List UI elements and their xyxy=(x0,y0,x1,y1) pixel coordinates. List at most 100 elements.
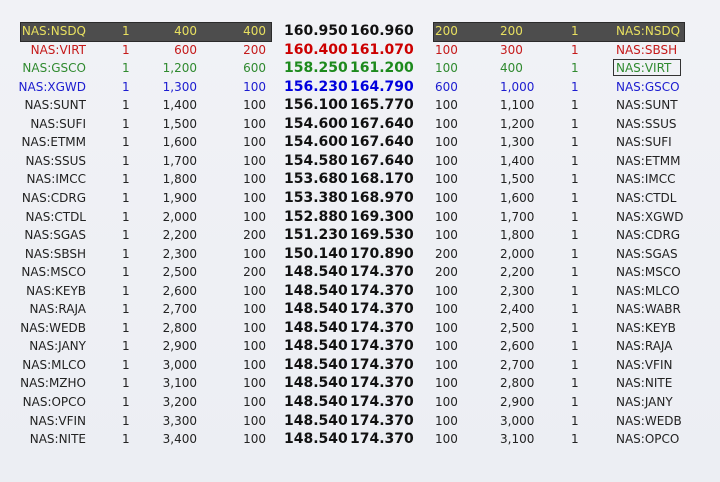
book-row[interactable]: NAS:GSCO 1 1,200 600 158.250 161.200 100 400 1 NA… xyxy=(0,59,720,77)
ask-price: 174.370 xyxy=(350,356,414,373)
book-row[interactable]: NAS:MSCO 1 2,500 200 148.540 174.370 200 2,200 1… xyxy=(0,263,720,281)
book-row[interactable]: NAS:CTDL 1 2,000 100 152.880 169.300 100 1,700 1… xyxy=(0,208,720,226)
bid-cumulative-size: 600 xyxy=(174,42,197,57)
ask-market-maker: NAS:KEYB xyxy=(616,320,676,335)
ask-size: 100 xyxy=(435,432,458,447)
ask-market-maker: NAS:NSDQ xyxy=(616,24,681,38)
book-row[interactable]: NAS:OPCO 1 3,200 100 148.540 174.370 100 2,900 1… xyxy=(0,393,720,411)
ask-market-maker: NAS:SGAS xyxy=(616,246,678,261)
bid-market-maker: NAS:SUNT xyxy=(24,98,86,113)
ask-count: 1 xyxy=(571,283,579,298)
bid-size: 100 xyxy=(243,357,266,372)
book-row[interactable]: NAS:VFIN 1 3,300 100 148.540 174.370 100 3,000 1… xyxy=(0,412,720,430)
bid-size: 100 xyxy=(243,246,266,261)
bid-count: 1 xyxy=(122,228,130,243)
ask-market-maker: NAS:VFIN xyxy=(616,357,673,372)
ask-price: 174.370 xyxy=(350,394,414,410)
ask-market-maker: NAS:ETMM xyxy=(616,153,681,168)
bid-price: 148.540 xyxy=(284,394,348,410)
ask-market-maker: NAS:IMCC xyxy=(616,172,676,187)
ask-cumulative-size: 1,700 xyxy=(500,209,535,224)
bid-size: 100 xyxy=(243,376,266,391)
bid-size: 200 xyxy=(243,42,266,57)
ask-size: 100 xyxy=(435,209,458,224)
ask-size: 100 xyxy=(435,153,458,168)
ask-market-maker: NAS:SUNT xyxy=(616,98,678,113)
ask-cumulative-size: 2,600 xyxy=(500,339,535,354)
book-row[interactable]: NAS:VIRT 1 600 200 160.400 161.070 100 300 1 NAS:… xyxy=(0,41,720,59)
bid-cumulative-size: 3,000 xyxy=(162,357,197,372)
book-row[interactable]: NAS:XGWD 1 1,300 100 156.230 164.790 600 1,000 1… xyxy=(0,78,720,96)
bid-market-maker: NAS:KEYB xyxy=(26,283,86,298)
bid-price: 148.540 xyxy=(284,282,348,299)
ask-market-maker: NAS:CTDL xyxy=(616,190,677,205)
ask-market-maker: NAS:NITE xyxy=(616,376,673,391)
book-row[interactable]: NAS:IMCC 1 1,800 100 153.680 168.170 100 1,500 1… xyxy=(0,170,720,188)
bid-count: 1 xyxy=(122,246,130,261)
ask-market-maker: NAS:SSUS xyxy=(616,116,677,131)
bid-market-maker: NAS:MSCO xyxy=(21,265,86,280)
ask-size: 100 xyxy=(435,42,458,57)
bid-cumulative-size: 1,400 xyxy=(162,98,197,113)
book-row[interactable]: NAS:RAJA 1 2,700 100 148.540 174.370 100 2,400 1… xyxy=(0,300,720,318)
bid-count: 1 xyxy=(122,190,130,205)
book-row[interactable]: NAS:SGAS 1 2,200 200 151.230 169.530 100 1,800 1… xyxy=(0,226,720,244)
ask-cumulative-size: 1,100 xyxy=(500,98,535,113)
bid-price: 154.580 xyxy=(284,152,348,169)
ask-size: 100 xyxy=(435,339,458,354)
ask-market-maker: NAS:WEDB xyxy=(616,413,682,428)
bid-cumulative-size: 1,900 xyxy=(162,190,197,205)
book-row[interactable]: NAS:MLCO 1 3,000 100 148.540 174.370 100 2,700 1… xyxy=(0,356,720,374)
ask-count: 1 xyxy=(571,190,579,205)
bid-price: 153.680 xyxy=(284,171,348,188)
book-row[interactable]: NAS:ETMM 1 1,600 100 154.600 167.640 100 1,300 1… xyxy=(0,133,720,151)
book-row[interactable]: NAS:KEYB 1 2,600 100 148.540 174.370 100 2,300 1… xyxy=(0,282,720,300)
ask-market-maker: NAS:VIRT xyxy=(616,61,672,76)
ask-cumulative-size: 3,100 xyxy=(500,432,535,447)
book-row[interactable]: NAS:SUNT 1 1,400 100 156.100 165.770 100 1,100 1… xyxy=(0,96,720,114)
ask-cumulative-size: 2,900 xyxy=(500,395,535,409)
bid-size: 100 xyxy=(243,190,266,205)
ask-market-maker: NAS:GSCO xyxy=(616,79,680,94)
ask-cumulative-size: 2,700 xyxy=(500,357,535,372)
bid-size: 600 xyxy=(243,61,266,76)
ask-cumulative-size: 2,000 xyxy=(500,246,535,261)
bid-cumulative-size: 3,200 xyxy=(162,395,197,409)
ask-size: 100 xyxy=(435,228,458,243)
bid-count: 1 xyxy=(122,413,130,428)
ask-size: 100 xyxy=(435,98,458,113)
bid-size: 200 xyxy=(243,228,266,243)
ask-price: 174.370 xyxy=(350,412,414,429)
bid-market-maker: NAS:SGAS xyxy=(24,228,86,243)
bid-market-maker: NAS:SSUS xyxy=(25,153,86,168)
bid-cumulative-size: 3,100 xyxy=(162,376,197,391)
bid-price: 151.230 xyxy=(284,227,348,244)
ask-price: 169.300 xyxy=(350,208,414,225)
ask-count: 1 xyxy=(571,432,579,447)
book-row[interactable]: NAS:SBSH 1 2,300 100 150.140 170.890 200 2,000 1… xyxy=(0,245,720,263)
book-row[interactable]: NAS:MZHO 1 3,100 100 148.540 174.370 100 2,800 1… xyxy=(0,374,720,392)
ask-count: 1 xyxy=(571,172,579,187)
bid-price: 148.540 xyxy=(284,264,348,281)
book-row[interactable]: NAS:JANY 1 2,900 100 148.540 174.370 100 2,600 1… xyxy=(0,337,720,355)
ask-market-maker: NAS:MSCO xyxy=(616,265,681,280)
bid-market-maker: NAS:WEDB xyxy=(20,320,86,335)
bid-count: 1 xyxy=(122,432,130,447)
ask-price: 174.370 xyxy=(350,264,414,281)
ask-market-maker: NAS:RAJA xyxy=(616,339,673,354)
bid-cumulative-size: 2,800 xyxy=(162,320,197,335)
ask-price: 167.640 xyxy=(350,134,414,151)
book-row[interactable]: NAS:WEDB 1 2,800 100 148.540 174.370 100 2,500 1… xyxy=(0,319,720,337)
book-row[interactable]: NAS:SSUS 1 1,700 100 154.580 167.640 100 1,400 1… xyxy=(0,152,720,170)
book-row[interactable]: NAS:NSDQ 1 400 400 160.950 160.960 200 200 1 NAS:… xyxy=(0,22,720,40)
bid-count: 1 xyxy=(122,172,130,187)
book-row[interactable]: NAS:NITE 1 3,400 100 148.540 174.370 100 3,100 1… xyxy=(0,430,720,448)
bid-price: 160.400 xyxy=(284,41,348,58)
book-row[interactable]: NAS:CDRG 1 1,900 100 153.380 168.970 100 1,600 1… xyxy=(0,189,720,207)
bid-size: 100 xyxy=(243,320,266,335)
book-row[interactable]: NAS:SUFI 1 1,500 100 154.600 167.640 100 1,200 1… xyxy=(0,115,720,133)
ask-price: 165.770 xyxy=(350,97,414,114)
bid-cumulative-size: 1,500 xyxy=(162,116,197,131)
ask-market-maker: NAS:CDRG xyxy=(616,228,681,243)
bid-price: 156.100 xyxy=(284,97,348,114)
